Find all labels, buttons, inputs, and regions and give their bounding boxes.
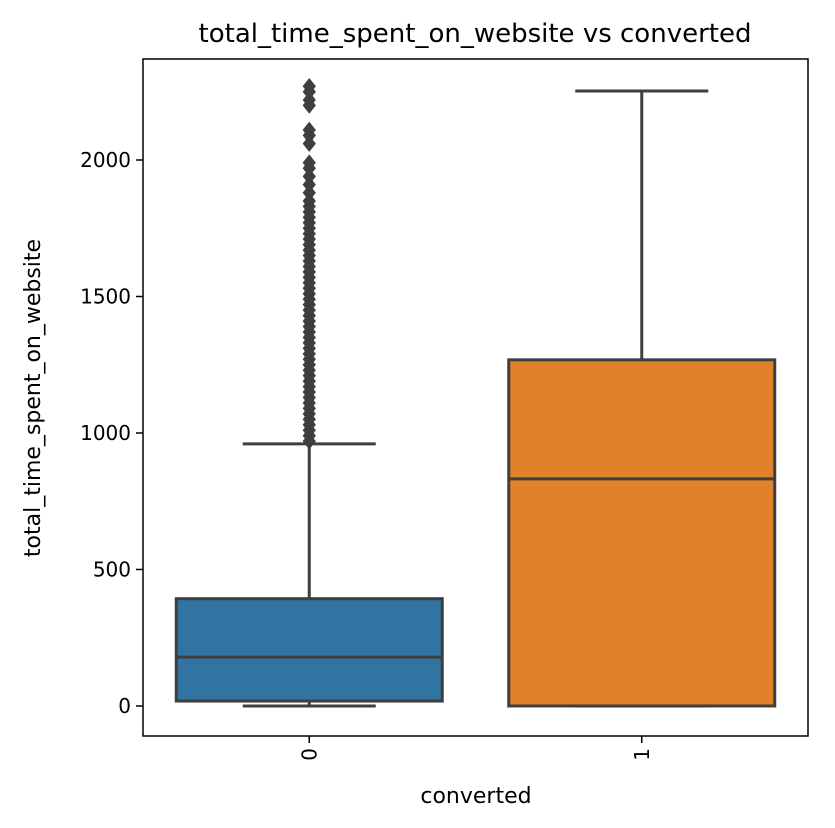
- x-tick-label: 1: [630, 748, 654, 761]
- x-tick-label: 0: [297, 748, 321, 761]
- outlier-point: [302, 121, 316, 139]
- y-axis-label: total_time_spent_on_website: [21, 239, 46, 557]
- box-iqr: [507, 358, 777, 708]
- chart-title: total_time_spent_on_website vs converted: [199, 19, 752, 49]
- outlier-point: [302, 77, 316, 95]
- plot-area: [174, 77, 777, 708]
- y-tick-label: 500: [93, 557, 131, 581]
- y-tick-label: 0: [118, 694, 131, 718]
- box-group-0: [174, 77, 444, 708]
- y-tick-label: 2000: [80, 148, 131, 172]
- y-tick-label: 1500: [80, 284, 131, 308]
- y-tick-label: 1000: [80, 421, 131, 445]
- plot-frame: [142, 58, 809, 737]
- y-axis: 0 500 1000 1500 2000: [80, 148, 143, 718]
- box-iqr: [174, 597, 444, 703]
- box-group-1: [507, 89, 777, 708]
- outlier-point: [302, 154, 316, 172]
- x-axis-label: converted: [420, 784, 531, 809]
